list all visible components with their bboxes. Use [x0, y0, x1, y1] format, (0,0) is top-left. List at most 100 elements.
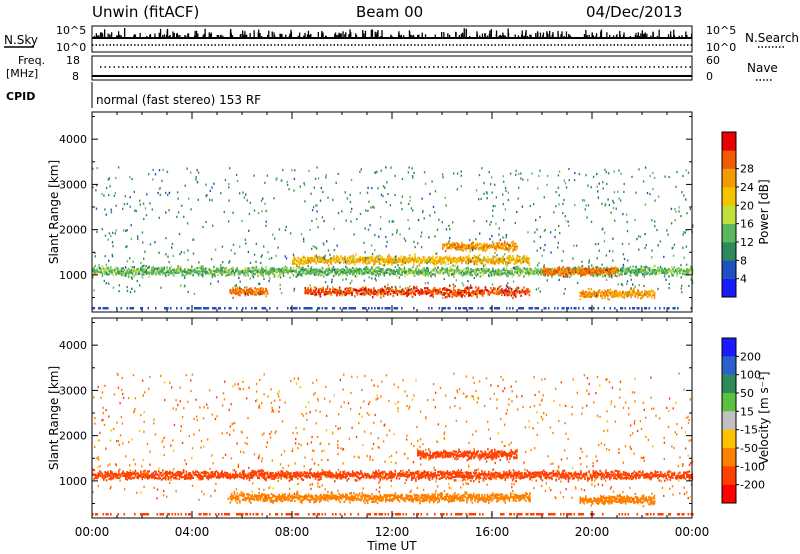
- data-cell: [327, 292, 330, 295]
- data-cell: [635, 292, 638, 295]
- scatter-cell: [327, 249, 330, 252]
- data-cell: [612, 293, 615, 296]
- nsearch-label: N.Search: [745, 31, 799, 45]
- data-cell: [490, 245, 492, 248]
- beam-title: Beam 00: [356, 3, 423, 21]
- noise-spike: [503, 34, 505, 38]
- data-cell: [498, 260, 500, 263]
- data-cell: [483, 248, 485, 251]
- data-cell: [323, 293, 326, 296]
- data-cell: [226, 269, 229, 273]
- data-cell: [443, 256, 445, 259]
- data-cell: [453, 292, 455, 295]
- data-cell: [494, 255, 496, 258]
- data-cell: [579, 269, 581, 272]
- data-cell: [269, 270, 271, 274]
- data-cell: [610, 269, 613, 272]
- data-cell: [534, 271, 537, 274]
- data-cell: [433, 287, 436, 290]
- data-cell: [347, 260, 349, 264]
- scatter-cell: [664, 175, 666, 178]
- noise-spike: [297, 35, 299, 38]
- data-cell: [323, 272, 325, 275]
- data-cell: [668, 268, 670, 271]
- data-cell: [435, 292, 437, 295]
- data-cell: [255, 270, 258, 274]
- data-cell: [107, 273, 109, 276]
- data-cell: [116, 267, 119, 270]
- data-cell: [101, 274, 104, 278]
- data-cell: [250, 287, 252, 290]
- data-cell: [514, 287, 517, 291]
- data-cell: [349, 255, 352, 258]
- data-cell: [221, 268, 223, 271]
- data-cell: [637, 289, 639, 292]
- data-cell: [507, 260, 510, 263]
- data-cell: [451, 244, 454, 247]
- data-cell: [586, 294, 588, 297]
- data-cell: [462, 290, 465, 293]
- data-cell: [243, 269, 245, 272]
- data-cell: [473, 260, 476, 263]
- data-cell: [364, 272, 366, 275]
- data-cell: [503, 267, 505, 270]
- noise-spike: [338, 32, 340, 38]
- data-cell: [281, 270, 284, 273]
- data-cell: [469, 250, 472, 253]
- data-cell: [181, 269, 183, 273]
- data-cell: [379, 272, 381, 275]
- data-cell: [391, 272, 394, 275]
- data-cell: [116, 269, 119, 272]
- data-cell: [627, 294, 630, 297]
- data-cell: [495, 257, 498, 260]
- data-cell: [400, 260, 403, 263]
- data-cell: [428, 272, 431, 275]
- data-cell: [646, 271, 648, 274]
- data-cell: [551, 273, 554, 276]
- data-cell: [420, 269, 423, 272]
- data-cell: [510, 241, 513, 244]
- noise-spike: [629, 36, 631, 38]
- noise-spike: [116, 35, 118, 38]
- data-cell: [336, 267, 339, 271]
- data-cell: [323, 275, 325, 278]
- data-cell: [495, 244, 498, 247]
- noise-spike: [585, 29, 587, 38]
- data-cell: [429, 294, 432, 297]
- data-cell: [272, 267, 274, 270]
- data-cell: [274, 274, 277, 277]
- data-cell: [580, 274, 583, 277]
- data-cell: [506, 292, 509, 295]
- scatter-cell: [620, 269, 622, 272]
- data-cell: [320, 270, 322, 273]
- data-cell: [661, 270, 663, 273]
- data-cell: [464, 295, 466, 298]
- data-cell: [417, 270, 420, 273]
- data-cell: [382, 288, 385, 292]
- data-cell: [599, 270, 602, 273]
- data-cell: [337, 291, 340, 295]
- data-cell: [543, 268, 545, 271]
- data-cell: [200, 270, 203, 273]
- data-cell: [348, 287, 351, 290]
- data-cell: [463, 268, 465, 271]
- data-cell: [197, 270, 200, 273]
- data-cell: [243, 289, 245, 292]
- data-cell: [588, 272, 591, 275]
- noise-spike: [641, 30, 643, 38]
- noise-spike: [476, 34, 478, 38]
- data-cell: [414, 293, 417, 296]
- data-cell: [425, 259, 427, 262]
- data-cell: [468, 244, 470, 247]
- data-cell: [455, 262, 458, 265]
- data-cell: [453, 269, 456, 272]
- data-cell: [658, 270, 661, 273]
- data-cell: [431, 290, 433, 294]
- data-cell: [293, 259, 295, 262]
- data-cell: [597, 293, 599, 296]
- data-cell: [389, 268, 391, 271]
- data-cell: [120, 273, 123, 276]
- data-cell: [484, 245, 487, 248]
- data-cell: [439, 268, 442, 271]
- data-cell: [197, 272, 200, 275]
